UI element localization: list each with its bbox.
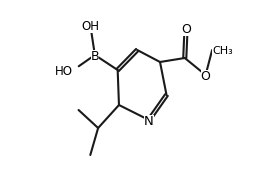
Text: OH: OH (81, 20, 99, 33)
Text: B: B (91, 50, 99, 63)
Text: HO: HO (55, 65, 73, 78)
Text: CH₃: CH₃ (212, 46, 233, 56)
Text: N: N (144, 115, 154, 128)
Text: O: O (181, 23, 191, 36)
Text: O: O (201, 70, 211, 83)
